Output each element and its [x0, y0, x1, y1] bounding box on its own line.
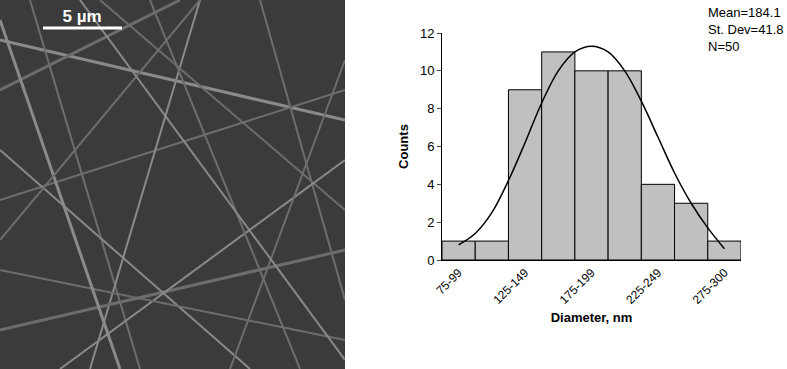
svg-text:5 µm: 5 µm: [62, 7, 101, 26]
svg-text:10: 10: [420, 63, 434, 78]
svg-text:Diameter, nm: Diameter, nm: [551, 310, 633, 325]
svg-text:125-149: 125-149: [490, 266, 531, 307]
svg-text:12: 12: [420, 26, 434, 41]
svg-text:275-300: 275-300: [690, 266, 731, 307]
svg-text:8: 8: [427, 101, 434, 116]
svg-text:225-249: 225-249: [623, 266, 664, 307]
svg-text:4: 4: [427, 177, 434, 192]
svg-text:6: 6: [427, 139, 434, 154]
svg-text:Counts: Counts: [396, 124, 411, 169]
svg-text:0: 0: [427, 253, 434, 268]
svg-text:175-199: 175-199: [557, 266, 598, 307]
svg-text:Mean=184.1St. Dev=41.8N=50: Mean=184.1St. Dev=41.8N=50: [708, 5, 784, 54]
svg-text:75-99: 75-99: [433, 266, 465, 298]
svg-text:2: 2: [427, 215, 434, 230]
